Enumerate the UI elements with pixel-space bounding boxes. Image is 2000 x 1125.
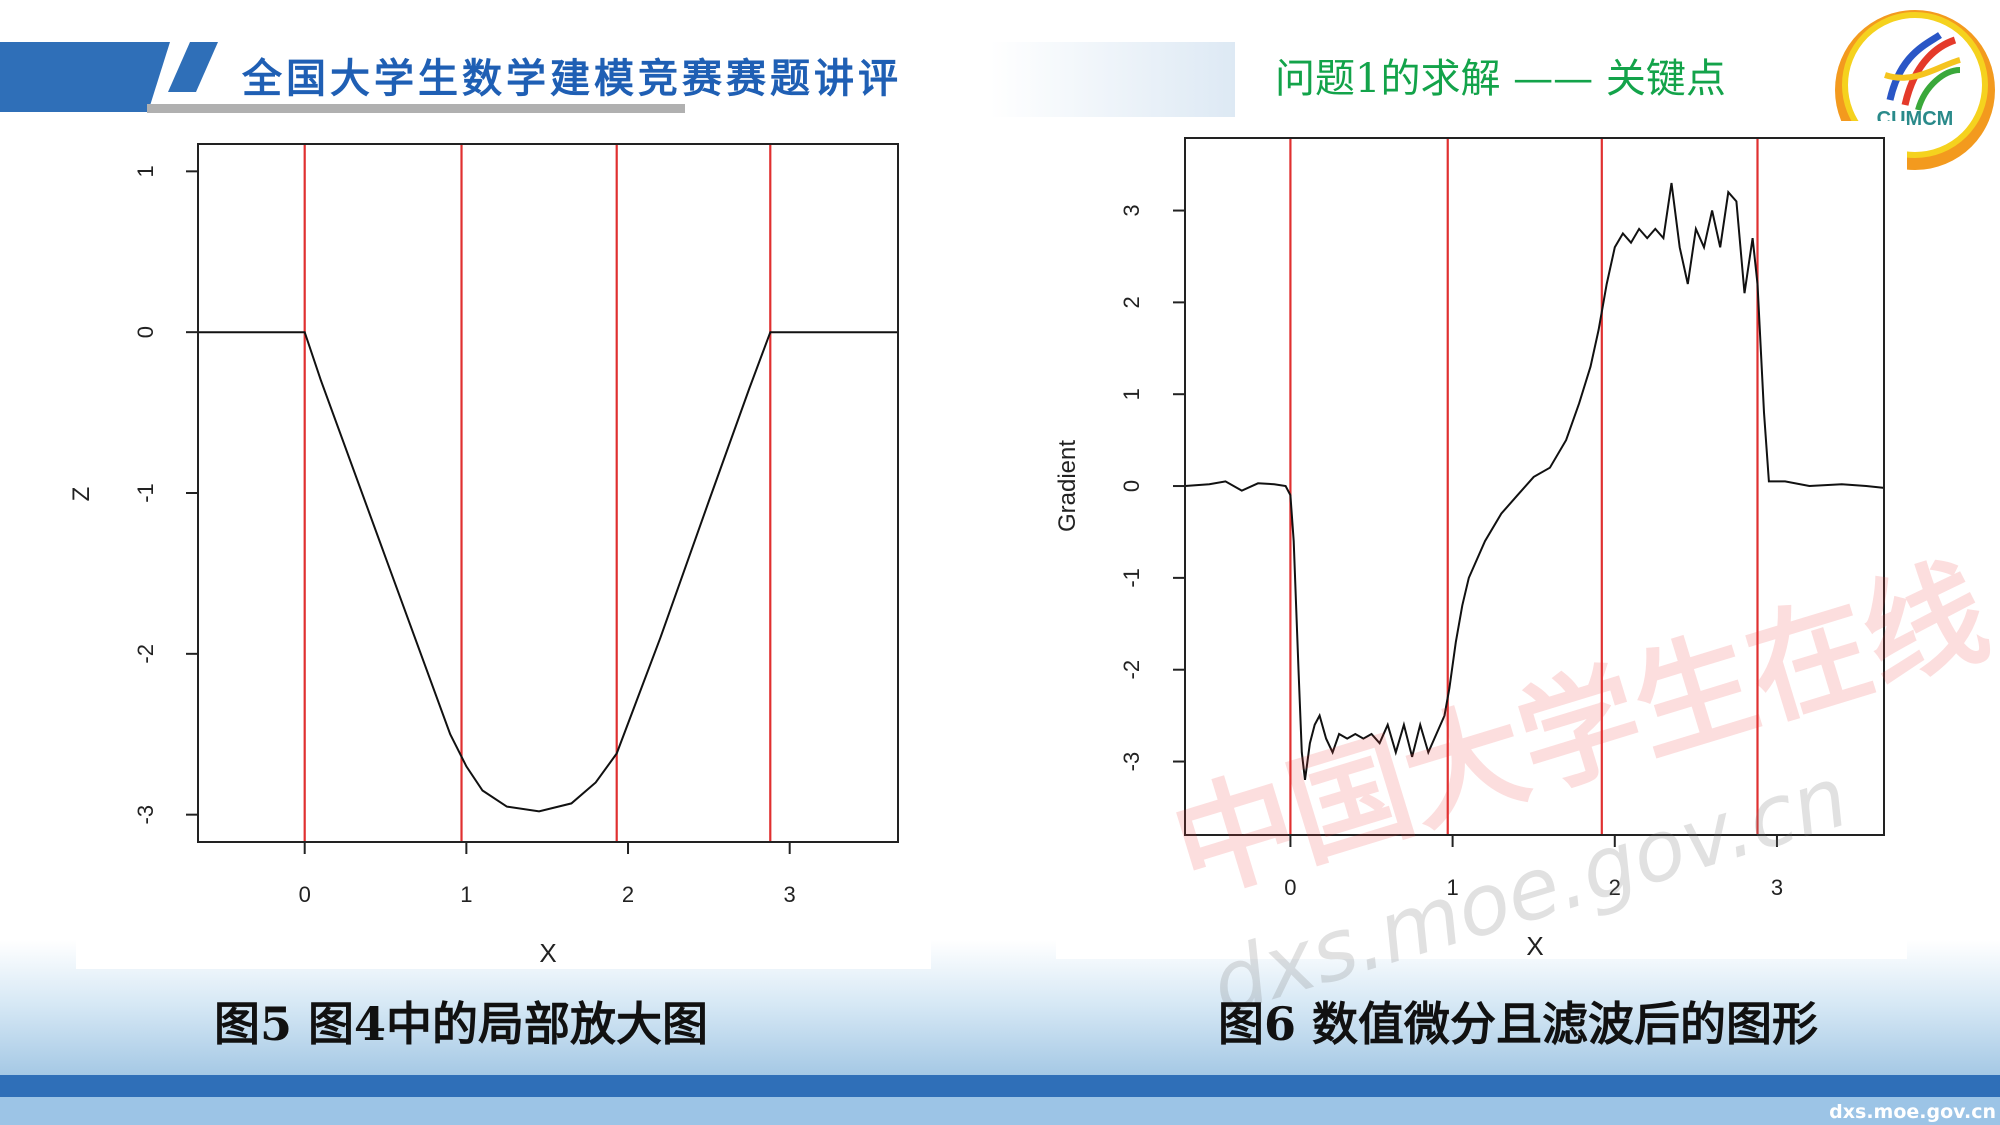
y-axis-label: Gradient <box>1054 440 1081 532</box>
x-tick-label: 2 <box>622 882 634 907</box>
x-tick-label: 1 <box>1446 875 1458 900</box>
header-gray-bar <box>147 104 685 113</box>
x-tick-label: 1 <box>460 882 472 907</box>
y-tick-label: -1 <box>1119 568 1144 588</box>
y-tick-label: -2 <box>1119 660 1144 680</box>
y-tick-label: -2 <box>133 644 158 664</box>
footer-band <box>0 1097 2000 1125</box>
y-tick-label: 1 <box>1119 388 1144 400</box>
y-tick-label: 1 <box>133 165 158 177</box>
slide-title: 全国大学生数学建模竞赛赛题讲评 <box>242 55 902 102</box>
header-fade <box>990 42 1235 117</box>
y-tick-label: 0 <box>133 326 158 338</box>
chart-panel-right <box>1056 121 1907 959</box>
header-blue-block <box>0 42 170 112</box>
y-tick-label: 2 <box>1119 296 1144 308</box>
x-tick-label: 0 <box>1284 875 1296 900</box>
y-tick-label: 3 <box>1119 204 1144 216</box>
x-tick-label: 0 <box>299 882 311 907</box>
y-tick-label: 0 <box>1119 480 1144 492</box>
x-tick-label: 3 <box>784 882 796 907</box>
x-axis-label: X <box>539 938 556 968</box>
slide-subtitle: 问题1的求解 —— 关键点 <box>1275 56 1726 102</box>
y-tick-label: -3 <box>1119 752 1144 772</box>
y-tick-label: -1 <box>133 483 158 503</box>
chart-panel-left <box>76 121 931 969</box>
footer-url[interactable]: dxs.moe.gov.cn <box>1829 1101 1996 1123</box>
caption-left: 图5 图4中的局部放大图 <box>214 997 709 1051</box>
data-line <box>198 331 898 813</box>
header-blue-slash <box>168 42 218 92</box>
x-axis-label: X <box>1526 931 1543 961</box>
y-axis-label: Z <box>68 487 95 502</box>
x-tick-label: 2 <box>1609 875 1621 900</box>
y-tick-label: -3 <box>133 805 158 825</box>
chart-gradient-vs-x: 0 1 2 3 3 2 1 0 -1 -2 -3 X Gradient <box>1054 137 1885 961</box>
caption-right: 图6 数值微分且滤波后的图形 <box>1218 997 1819 1051</box>
x-tick-label: 3 <box>1771 875 1783 900</box>
plot-frame <box>197 143 899 843</box>
footer-stripe <box>0 1075 2000 1097</box>
chart-z-vs-x: 0 1 2 3 1 0 -1 -2 -3 X Z <box>68 143 899 968</box>
header-decoration <box>0 42 685 113</box>
data-line <box>1184 182 1885 781</box>
